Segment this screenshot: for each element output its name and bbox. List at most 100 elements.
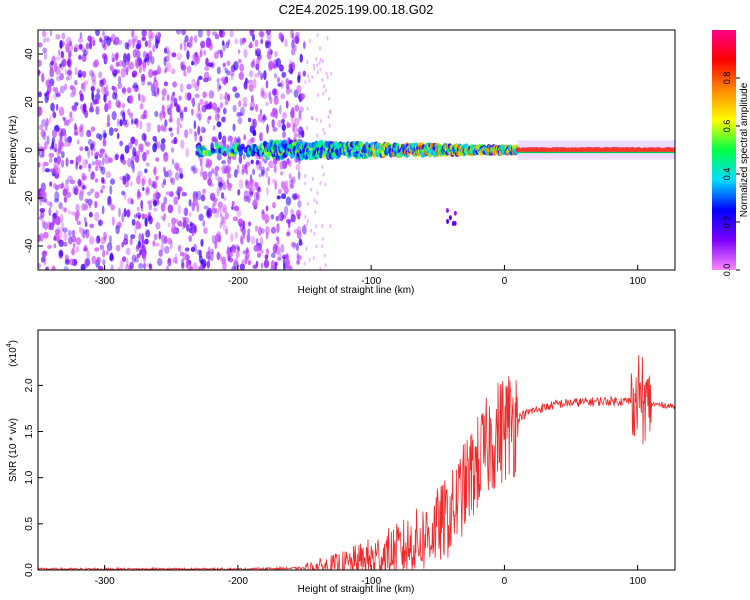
- noise-blob: [270, 214, 275, 220]
- noise-blob: [100, 236, 106, 245]
- noise-blob: [324, 263, 327, 268]
- noise-blob: [170, 93, 175, 102]
- noise-blob: [92, 61, 98, 68]
- noise-blob: [191, 108, 194, 116]
- noise-blob: [280, 80, 284, 89]
- noise-blob: [59, 63, 63, 68]
- noise-blob: [292, 242, 297, 250]
- noise-blob: [308, 38, 311, 43]
- noise-blob: [296, 84, 302, 94]
- noise-blob: [90, 126, 96, 132]
- streak-blob: [448, 215, 452, 221]
- noise-blob: [321, 236, 324, 241]
- noise-blob: [60, 141, 64, 149]
- noise-blob: [44, 197, 48, 204]
- noise-blob: [203, 49, 206, 56]
- noise-blob: [160, 138, 166, 144]
- noise-blob: [202, 128, 206, 133]
- noise-blob: [123, 233, 129, 241]
- noise-blob: [147, 81, 152, 86]
- noise-blob: [277, 119, 282, 128]
- noise-blob: [63, 232, 68, 241]
- noise-blob: [289, 183, 294, 189]
- noise-blob: [122, 159, 127, 165]
- noise-blob: [194, 93, 200, 99]
- noise-blob: [265, 226, 270, 235]
- noise-blob: [175, 30, 182, 35]
- noise-blob: [276, 195, 281, 200]
- noise-blob: [319, 266, 322, 270]
- noise-blob: [216, 66, 221, 75]
- noise-blob: [142, 110, 146, 119]
- noise-blob: [55, 209, 59, 216]
- noise-blob: [61, 151, 65, 159]
- noise-blob: [126, 209, 131, 218]
- noise-blob: [173, 97, 178, 107]
- noise-blob: [43, 37, 47, 43]
- noise-blob: [69, 258, 75, 266]
- noise-blob: [90, 171, 93, 181]
- noise-blob: [164, 245, 170, 254]
- noise-blob: [102, 139, 107, 147]
- noise-blob: [90, 85, 95, 92]
- noise-blob: [136, 191, 142, 199]
- noise-blob: [249, 100, 255, 111]
- noise-blob: [81, 203, 86, 212]
- noise-blob: [277, 188, 282, 195]
- noise-blob: [128, 94, 134, 104]
- noise-blob: [272, 244, 278, 254]
- noise-blob: [194, 224, 197, 234]
- noise-blob: [279, 104, 282, 115]
- signal-cell: [240, 143, 245, 150]
- noise-blob: [330, 71, 333, 76]
- noise-blob: [64, 133, 68, 142]
- noise-blob: [42, 47, 48, 54]
- noise-blob: [308, 257, 311, 262]
- noise-blob: [230, 73, 234, 81]
- noise-blob: [265, 248, 269, 254]
- noise-blob: [319, 119, 322, 124]
- noise-blob: [226, 60, 231, 66]
- noise-blob: [260, 228, 265, 234]
- noise-blob: [132, 38, 135, 49]
- noise-blob: [95, 151, 100, 156]
- noise-blob: [163, 151, 169, 162]
- noise-blob: [203, 227, 208, 235]
- noise-blob: [195, 113, 199, 119]
- noise-blob: [94, 191, 100, 199]
- noise-blob: [129, 181, 133, 187]
- noise-blob: [211, 234, 216, 244]
- noise-blob: [178, 109, 184, 115]
- noise-blob: [148, 177, 152, 186]
- noise-blob: [141, 233, 145, 243]
- noise-blob: [47, 244, 53, 249]
- noise-blob: [221, 160, 226, 165]
- noise-blob: [138, 143, 144, 153]
- noise-blob: [152, 240, 156, 247]
- noise-blob: [248, 79, 253, 84]
- noise-blob: [214, 170, 218, 176]
- noise-blob: [223, 196, 227, 201]
- noise-blob: [82, 49, 89, 57]
- noise-blob: [250, 235, 256, 245]
- noise-blob: [99, 244, 105, 251]
- x-tick-label: 0: [502, 576, 508, 587]
- noise-blob: [246, 233, 251, 243]
- noise-blob: [105, 90, 110, 96]
- noise-blob: [203, 71, 210, 79]
- noise-blob: [234, 92, 240, 99]
- noise-blob: [68, 50, 72, 58]
- noise-blob: [214, 207, 218, 214]
- noise-blob: [268, 60, 274, 70]
- noise-blob: [176, 105, 181, 113]
- noise-blob: [74, 102, 79, 107]
- noise-blob: [81, 56, 87, 61]
- colorbar-tick-label: 0.0: [722, 264, 732, 277]
- noise-blob: [49, 78, 55, 87]
- noise-blob: [48, 157, 53, 163]
- noise-blob: [291, 32, 295, 42]
- noise-blob: [197, 102, 201, 112]
- noise-blob: [202, 91, 207, 99]
- noise-blob: [226, 172, 232, 179]
- noise-blob: [247, 180, 253, 191]
